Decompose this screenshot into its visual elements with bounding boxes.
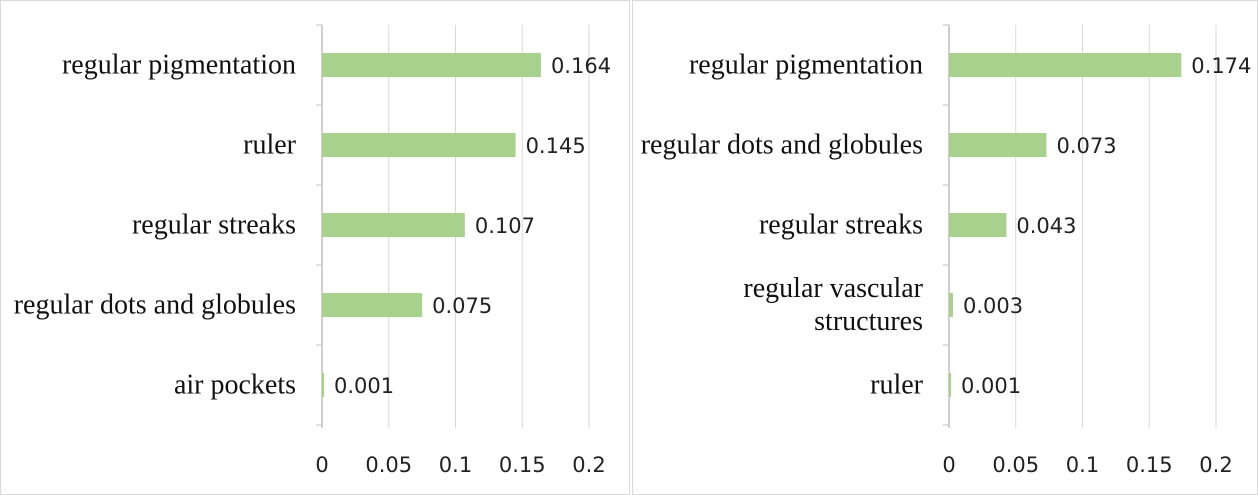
bar [949,213,1007,237]
x-tick-label: 0 [942,453,955,477]
x-tick-label: 0.05 [365,453,412,477]
category-label: regular pigmentation [688,49,923,81]
bar [322,53,541,77]
value-label: 0.075 [432,294,492,318]
category-label: regular streaks [758,209,923,241]
category-label: ruler [870,369,923,401]
x-tick-label: 0.2 [1199,453,1232,477]
x-tick-label: 0.1 [1066,453,1099,477]
category-label: regular dots and globules [640,129,923,161]
bar [322,293,423,317]
x-tick-label: 0.15 [1126,453,1173,477]
x-tick-label: 0.05 [992,453,1039,477]
value-label: 0.043 [1016,214,1076,238]
value-label: 0.107 [475,214,535,238]
value-label: 0.164 [551,54,611,78]
category-label: ruler [243,129,296,161]
bar [949,293,954,317]
value-label: 0.001 [334,374,394,398]
x-tick-label: 0.2 [572,453,605,477]
x-tick-label: 0.1 [439,453,472,477]
category-label: regular vascular structures [743,273,923,337]
category-label: regular pigmentation [61,49,296,81]
category-label: regular streaks [131,209,296,241]
value-label: 0.003 [963,294,1023,318]
category-label: air pockets [173,369,296,401]
value-label: 0.073 [1056,134,1116,158]
bar [949,373,951,397]
value-label: 0.174 [1191,54,1251,78]
bar [949,53,1182,77]
x-tick-label: 0.15 [499,453,546,477]
bar [949,133,1047,157]
bar [322,373,324,397]
bar [322,213,465,237]
value-label: 0.145 [526,134,586,158]
value-label: 0.001 [961,374,1021,398]
bar [322,133,516,157]
x-tick-label: 0 [315,453,328,477]
category-label: regular dots and globules [13,289,296,321]
